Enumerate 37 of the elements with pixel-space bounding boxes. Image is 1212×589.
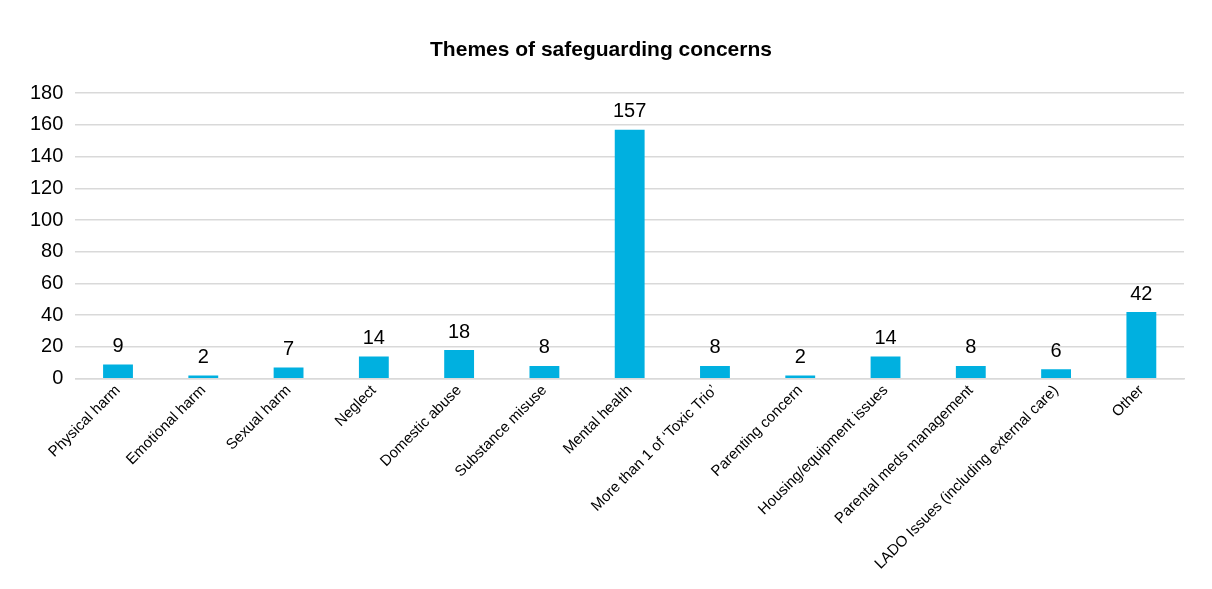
bar xyxy=(955,365,986,378)
y-tick-label: 140 xyxy=(29,144,64,167)
data-label: 8 xyxy=(538,335,550,358)
y-tick-label: 60 xyxy=(41,271,64,294)
data-label: 7 xyxy=(283,337,295,360)
data-label: 9 xyxy=(112,333,124,356)
bar xyxy=(358,356,389,378)
data-label: 14 xyxy=(362,325,385,348)
y-tick-label: 20 xyxy=(41,334,64,357)
y-tick-label: 80 xyxy=(41,239,64,262)
y-tick-label: 100 xyxy=(29,207,64,230)
data-label: 14 xyxy=(874,325,897,348)
y-tick-label: 0 xyxy=(52,366,64,389)
bar xyxy=(1041,369,1072,378)
bar xyxy=(870,356,901,378)
bar xyxy=(700,365,730,378)
data-label: 2 xyxy=(794,344,806,367)
bar xyxy=(614,129,645,378)
bar xyxy=(1126,312,1157,378)
y-tick-label: 120 xyxy=(29,175,64,198)
data-label: 157 xyxy=(613,99,647,122)
y-tick-label: 40 xyxy=(41,302,64,325)
bar xyxy=(273,367,304,378)
y-tick-label: 160 xyxy=(29,112,64,135)
data-label: 42 xyxy=(1130,281,1153,304)
data-label: 2 xyxy=(197,344,209,367)
bar xyxy=(103,364,133,378)
data-label: 18 xyxy=(448,319,471,342)
chart-title: Themes of safeguarding concerns xyxy=(430,37,772,61)
bar xyxy=(529,365,560,378)
bar xyxy=(444,350,475,378)
bar xyxy=(785,375,816,378)
data-label: 6 xyxy=(1050,338,1062,361)
data-label: 8 xyxy=(965,335,977,358)
bar xyxy=(188,375,219,378)
y-tick-label: 180 xyxy=(29,80,64,103)
data-label: 8 xyxy=(709,335,721,358)
